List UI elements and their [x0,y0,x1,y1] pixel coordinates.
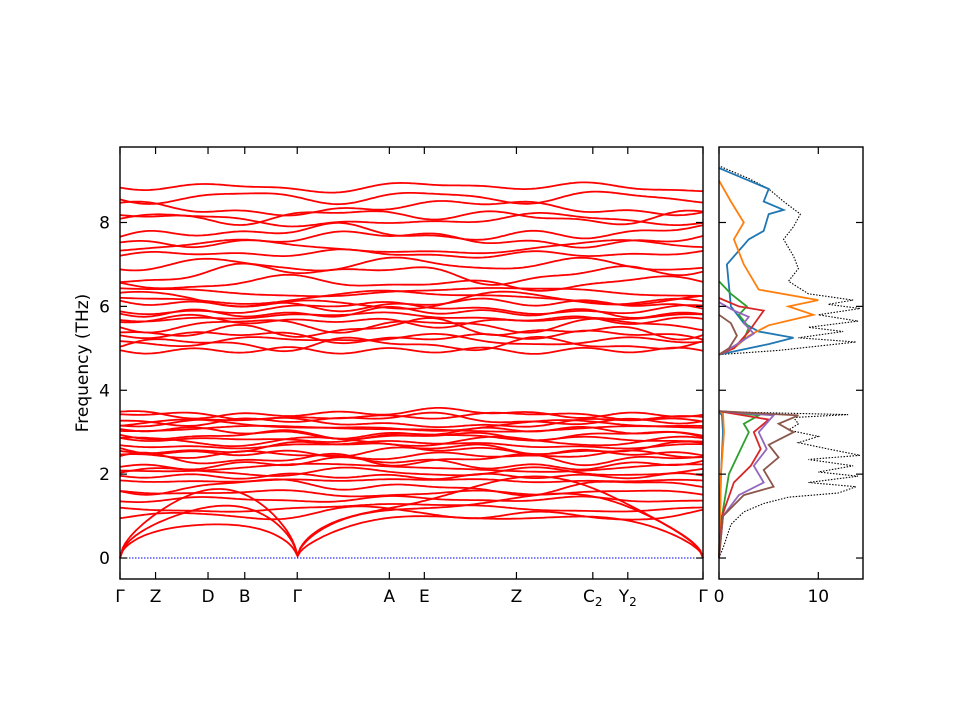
dos-line [718,410,776,559]
band-line [119,209,704,226]
kpoint-label: C2 [583,587,603,609]
band-line [120,411,704,427]
acoustic-band-line [119,475,704,559]
band-line [119,238,704,255]
band-line [119,495,703,503]
dos-line [718,410,771,559]
band-structure-panel: 0 2 4 6 8 Γ Z D B Γ A E Z C2 Y2 Γ Frequency (THz) [73,146,708,609]
y-tick-label: 0 [99,549,110,569]
acoustic-band-line [119,515,704,559]
kpoint-label: Γ [292,587,302,607]
band-panel-frame [119,146,704,580]
band-line [119,262,704,286]
band-line [119,489,704,498]
dos-line [718,314,738,356]
y-tick-label: 4 [99,381,110,401]
dos-x-tick-label: 10 [807,587,829,607]
dos-panel: 0 10 [714,146,864,607]
band-line [119,290,704,310]
band-line [119,505,704,521]
dos-line [718,165,861,356]
band-line [119,456,704,471]
band-line [119,451,704,467]
kpoint-label: E [419,587,430,607]
band-line [119,318,704,334]
kpoint-label: A [384,587,396,607]
band-line [119,440,704,455]
dos-line [718,410,861,559]
band-line [119,248,704,259]
dos-panel-frame [718,146,864,580]
band-line [119,212,704,228]
y-axis-label: Frequency (THz) [73,294,93,433]
band-line [119,256,704,272]
dos-x-tick-label: 0 [714,587,725,607]
band-lines [119,181,704,559]
band-line [119,329,704,345]
y-tick-label: 6 [99,297,110,317]
band-line [119,472,704,480]
band-line [119,426,704,440]
band-line [119,181,704,194]
band-line [119,429,704,442]
y-tick-label: 2 [99,465,110,485]
band-line [119,333,704,347]
band-line [119,478,704,484]
kpoint-subscript: 2 [629,595,637,609]
band-line [119,346,704,355]
band-line [119,287,703,298]
dos-line [718,297,766,356]
band-line [119,273,704,292]
kpoint-label: Z [511,587,523,607]
band-line [119,462,703,473]
dos-lines [718,165,861,559]
kpoint-label: Z [150,587,162,607]
band-line [119,230,704,249]
dos-line [718,167,794,356]
band-line [119,190,704,206]
band-line [119,466,704,477]
kpoint-label: Y2 [618,587,637,609]
band-line [119,440,704,450]
band-line [119,200,704,217]
kpoint-label: Γ [115,587,125,607]
band-line [119,289,704,306]
band-line [119,435,704,448]
dos-axis-ticks: 0 10 [714,147,863,607]
band-axis-ticks: 0 2 4 6 8 Γ Z D B Γ A E Z C2 Y2 Γ [99,147,708,609]
band-line [119,407,704,420]
kpoint-label: D [201,587,214,607]
dos-line [718,301,756,356]
y-tick-label: 8 [99,213,110,233]
kpoint-label: Γ [698,587,708,607]
kpoint-label: B [239,587,251,607]
dos-line [718,410,762,559]
dos-line [718,410,725,559]
band-line [119,222,704,241]
band-line [119,416,704,428]
acoustic-band-line [119,492,704,559]
kpoint-subscript: 2 [595,595,603,609]
dos-line [718,410,799,559]
band-line [119,311,704,323]
dos-line [718,180,819,356]
band-line [119,336,704,353]
